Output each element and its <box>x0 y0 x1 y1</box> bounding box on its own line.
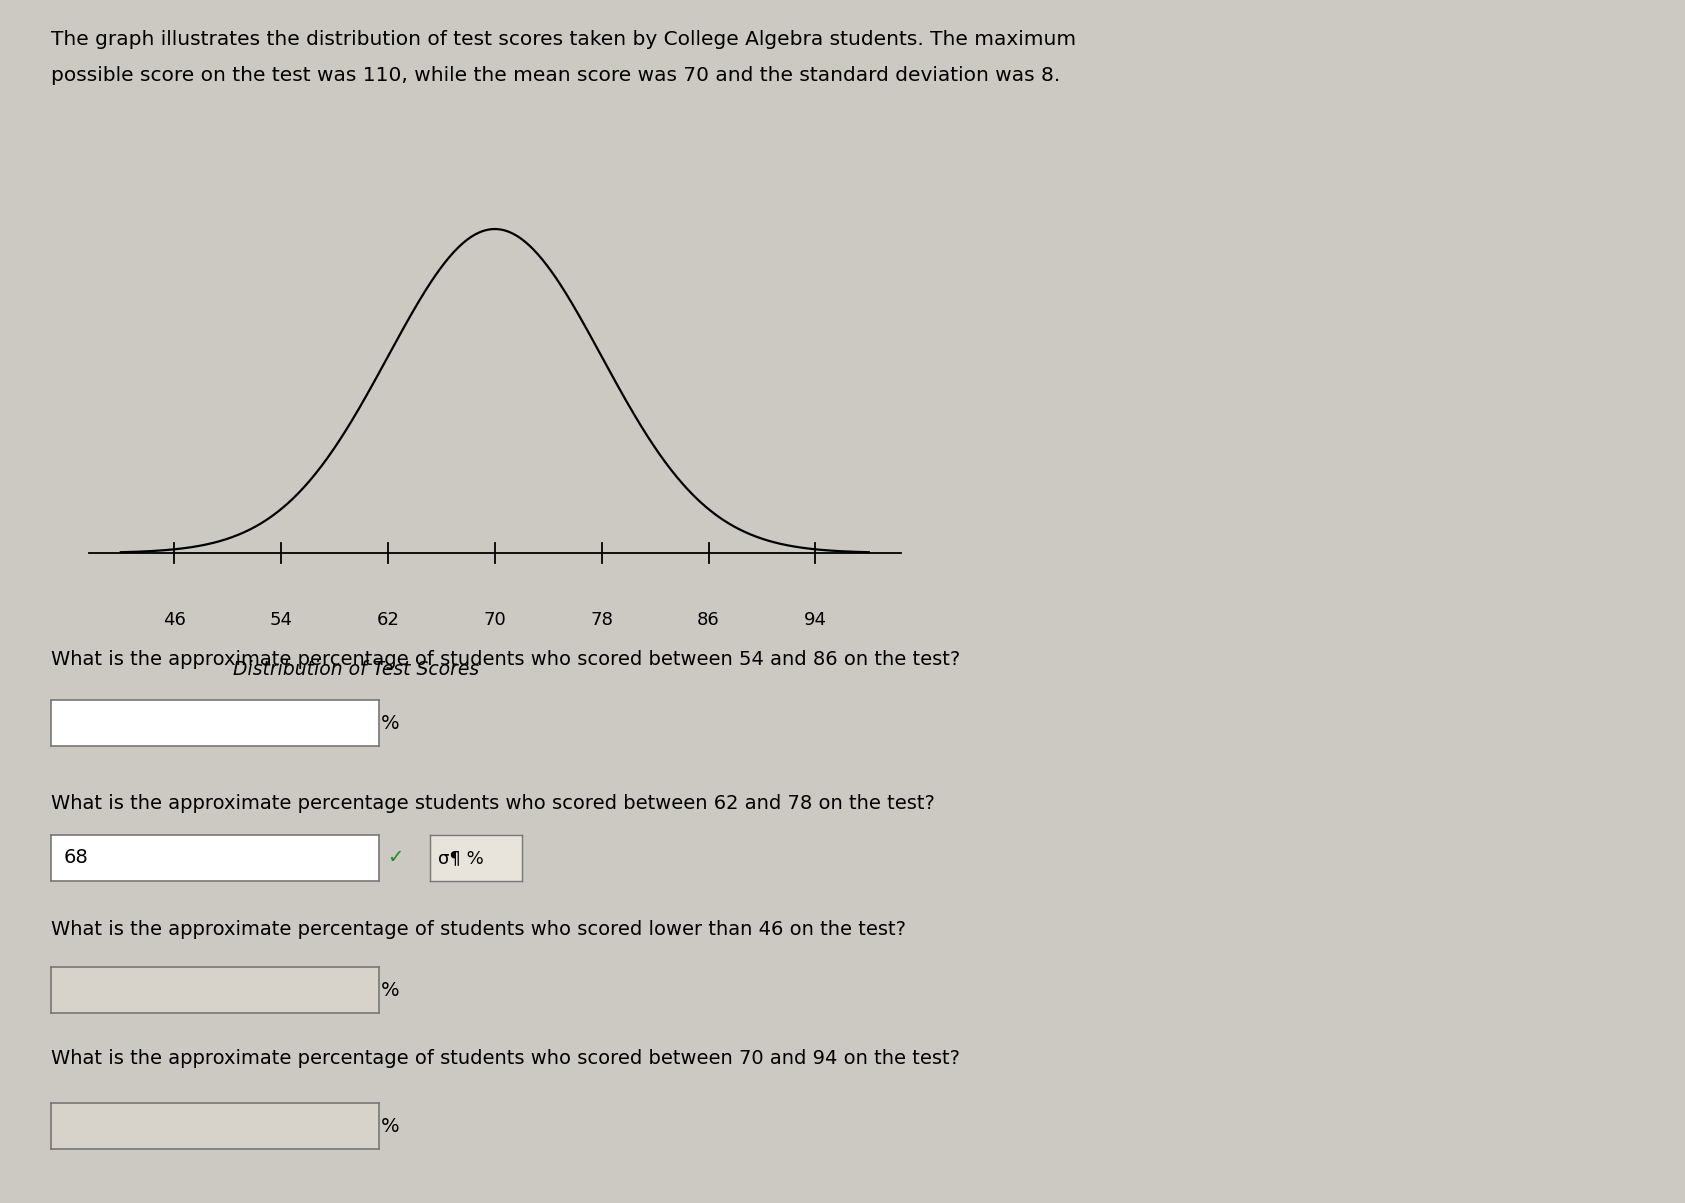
Text: possible score on the test was 110, while the mean score was 70 and the standard: possible score on the test was 110, whil… <box>51 66 1060 85</box>
Text: σ¶ %: σ¶ % <box>438 849 484 866</box>
Text: The graph illustrates the distribution of test scores taken by College Algebra s: The graph illustrates the distribution o… <box>51 30 1075 49</box>
Text: ✓: ✓ <box>388 848 404 867</box>
Text: Distribution of Test Scores: Distribution of Test Scores <box>234 660 480 680</box>
Text: 68: 68 <box>64 848 88 867</box>
Text: %: % <box>381 1116 399 1136</box>
Text: %: % <box>381 713 399 733</box>
Text: What is the approximate percentage of students who scored between 70 and 94 on t: What is the approximate percentage of st… <box>51 1049 959 1068</box>
Text: What is the approximate percentage students who scored between 62 and 78 on the : What is the approximate percentage stude… <box>51 794 935 813</box>
Text: What is the approximate percentage of students who scored between 54 and 86 on t: What is the approximate percentage of st… <box>51 650 960 669</box>
Text: %: % <box>381 980 399 1000</box>
Text: What is the approximate percentage of students who scored lower than 46 on the t: What is the approximate percentage of st… <box>51 920 905 940</box>
